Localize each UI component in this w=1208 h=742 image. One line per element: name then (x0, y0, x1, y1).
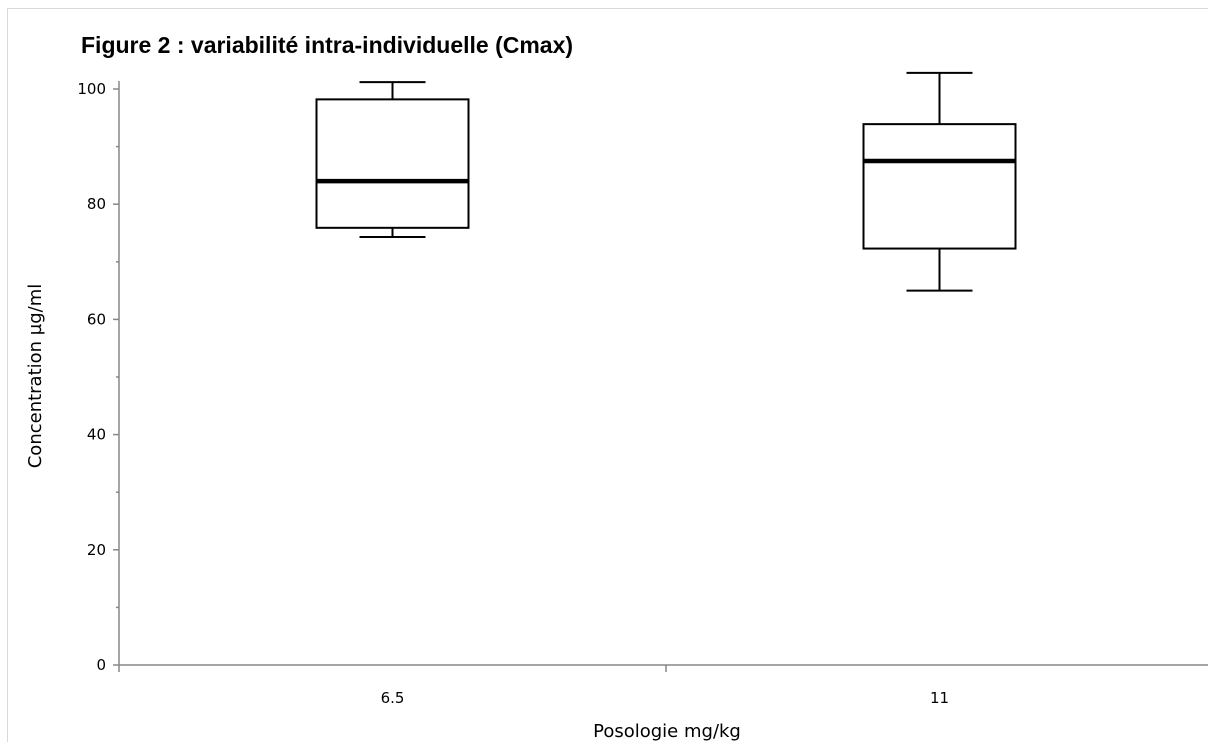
y-tick-label: 60 (87, 310, 106, 328)
x-tick-label: 11 (930, 689, 949, 707)
iqr-box (862, 123, 1017, 250)
box-2 (862, 71, 1017, 292)
chart-title: Figure 2 : variabilité intra-individuell… (81, 32, 573, 58)
y-tick-label: 80 (87, 195, 106, 213)
box-series (315, 71, 1017, 292)
box-1 (315, 81, 470, 239)
y-axis-ticks: 0 20 40 60 80 100 (77, 80, 119, 674)
y-tick-label: 0 (96, 656, 106, 674)
x-axis-ticks: 6.5 11 (118, 665, 949, 707)
x-axis-title: Posologie mg/kg (593, 721, 741, 742)
y-tick-label: 100 (77, 80, 106, 98)
y-axis-title: Concentration µg/ml (25, 284, 46, 469)
iqr-box (315, 98, 470, 229)
y-tick-label: 20 (87, 541, 106, 559)
y-tick-label: 40 (87, 426, 106, 444)
chart-frame (7, 8, 1208, 742)
x-tick-label: 6.5 (381, 689, 405, 707)
